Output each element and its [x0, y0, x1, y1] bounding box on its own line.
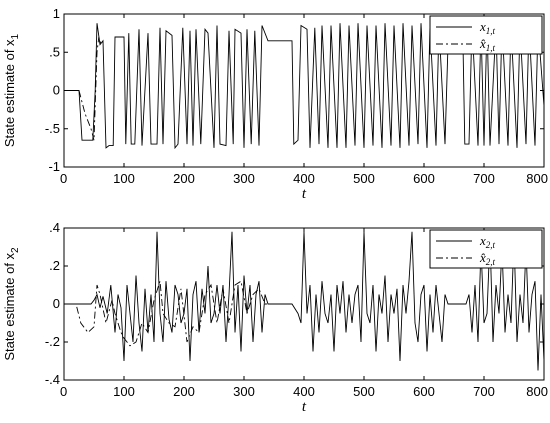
- x-tick-label: 200: [173, 171, 195, 186]
- x-tick-label: 400: [293, 171, 315, 186]
- y-tick-label: 0: [53, 83, 60, 98]
- x-tick-label: 100: [113, 171, 135, 186]
- y-tick-label: -.5: [45, 121, 60, 136]
- y-axis-label-text: State estimate of x: [2, 39, 17, 147]
- series-line-estimate: [64, 280, 271, 347]
- y-axis-label: State estimate of x1: [2, 33, 21, 147]
- legend-label-subscript: 2,t: [486, 257, 496, 267]
- legend-label: x2,t: [479, 233, 496, 250]
- x-tick-label: 500: [353, 171, 375, 186]
- legend-label-subscript: 1,t: [486, 43, 496, 53]
- y-tick-label: .2: [49, 258, 60, 273]
- y-tick-label: -1: [48, 159, 60, 174]
- x-tick-label: 100: [113, 384, 135, 399]
- legend-label-main: x: [479, 19, 486, 34]
- x-tick-label: 800: [526, 384, 548, 399]
- y-axis-label-text: State estimate of x: [2, 252, 17, 360]
- y-tick-label: 1: [53, 6, 60, 21]
- x-axis-label: t: [302, 399, 307, 415]
- legend-box: [429, 229, 543, 269]
- x-tick-label: 0: [60, 171, 67, 186]
- legend-label: x1,t: [479, 19, 496, 36]
- y-tick-label: .4: [49, 220, 60, 235]
- legend-label: x̂1,t: [479, 36, 496, 53]
- y-tick-label: -.2: [45, 334, 60, 349]
- legend-label-main: x: [479, 233, 486, 248]
- x-tick-label: 800: [526, 171, 548, 186]
- legend-label-subscript: 2,t: [486, 240, 496, 250]
- x-tick-label: 300: [233, 384, 255, 399]
- x-tick-label: 500: [353, 384, 375, 399]
- x-tick-label: 600: [413, 384, 435, 399]
- y-axis-label-subscript: 1: [10, 33, 21, 39]
- legend-label-main: x̂: [479, 36, 486, 51]
- y-tick-label: -.4: [45, 372, 60, 387]
- y-axis-label: State estimate of x2: [2, 247, 21, 361]
- x-tick-label: 600: [413, 171, 435, 186]
- bottom-chart-panel: 0 100 200 300 400 500 600 700 800 -.4 -.2 0 .2 .4 t Sta…: [2, 220, 548, 415]
- x-tick-label: 300: [233, 171, 255, 186]
- x-tick-label: 200: [173, 384, 195, 399]
- legend-label-subscript: 1,t: [486, 26, 496, 36]
- series-line-true-state: [64, 23, 544, 150]
- legend-label-main: x̂: [479, 250, 486, 265]
- x-tick-label: 400: [293, 384, 315, 399]
- x-tick-label: 700: [473, 384, 495, 399]
- x-tick-label: 700: [473, 171, 495, 186]
- x-tick-label: 0: [60, 384, 67, 399]
- legend-label: x̂2,t: [479, 250, 496, 267]
- series-line-estimate: [64, 36, 102, 141]
- top-chart-panel: 0 100 200 300 400 500 600 700 800 -1 -.5 0 .5 1 t State…: [2, 6, 548, 202]
- series-line-true-state: [64, 231, 544, 371]
- x-axis-label: t: [302, 186, 307, 202]
- y-axis-label-subscript: 2: [10, 247, 21, 253]
- y-tick-label: .5: [49, 44, 60, 59]
- legend-box: [429, 15, 543, 55]
- y-tick-label: 0: [53, 296, 60, 311]
